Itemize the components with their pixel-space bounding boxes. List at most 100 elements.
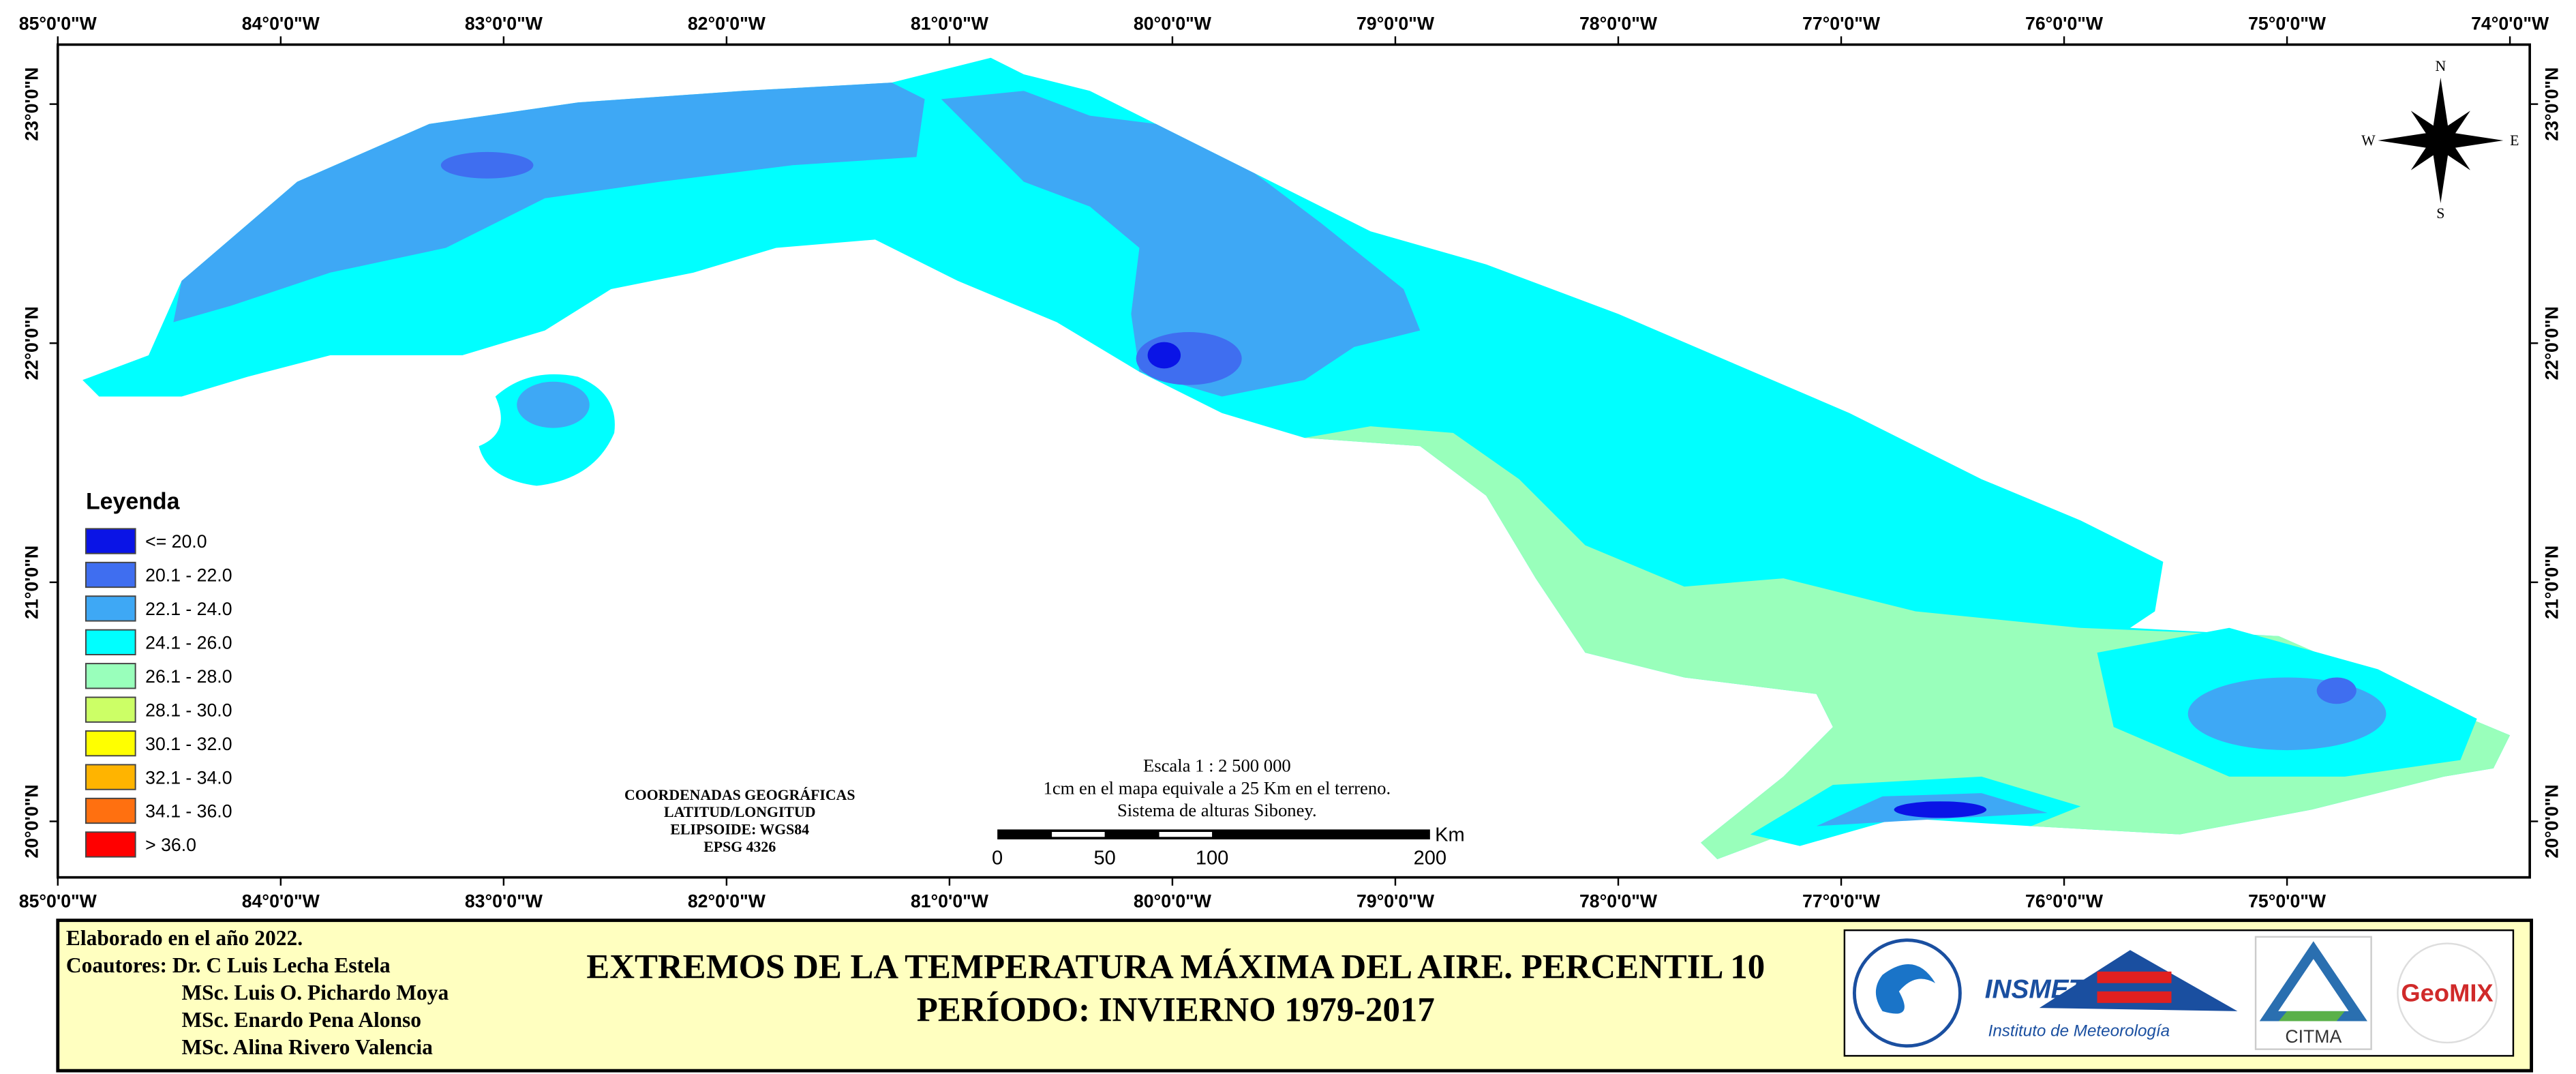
latitude-label: 20°0'0"N	[22, 784, 42, 858]
logo-insmet: INSMET	[1985, 975, 2087, 1004]
legend-label: <= 20.0	[145, 531, 207, 552]
longitude-label: 82°0'0"W	[688, 14, 766, 34]
scale-text: 1cm en el mapa equivale a 25 Km en el te…	[1044, 777, 1391, 798]
compass-needle	[2378, 132, 2441, 149]
logo-isla-swirl	[1875, 964, 1936, 1014]
logo-geomix: GeoMIX	[2401, 979, 2493, 1006]
isla-blue	[517, 381, 590, 428]
scale-bar-segment	[1159, 832, 1213, 837]
longitude-label: 84°0'0"W	[242, 891, 320, 911]
scale-bar-label: 200	[1414, 847, 1446, 869]
compass-needle	[2440, 110, 2470, 140]
legend-label: 32.1 - 34.0	[145, 767, 232, 788]
land-blue-east	[2187, 677, 2386, 751]
legend-swatch	[85, 595, 136, 622]
legend-label: 34.1 - 36.0	[145, 801, 232, 822]
legend-swatch	[85, 764, 136, 790]
longitude-label: 78°0'0"W	[1579, 891, 1658, 911]
latitude-label: 21°0'0"N	[22, 546, 42, 619]
land-darkblue-west	[440, 151, 534, 179]
legend-swatch	[85, 629, 136, 655]
legend-label: 20.1 - 22.0	[145, 565, 232, 586]
legend-swatch	[85, 561, 136, 588]
credit-line: MSc. Enardo Pena Alonso	[181, 1008, 421, 1032]
logo-insmet-subtitle: Instituto de Meteorología	[1988, 1021, 2170, 1040]
land-deepblue-center	[1147, 342, 1181, 369]
land-blue-center	[941, 91, 1421, 397]
scale-bar-label: 100	[1196, 847, 1228, 869]
legend-label: 24.1 - 26.0	[145, 633, 232, 653]
longitude-label: 75°0'0"W	[2248, 891, 2327, 911]
longitude-label: 76°0'0"W	[2025, 14, 2104, 34]
longitude-label: 80°0'0"W	[1134, 891, 1212, 911]
logo-citma: CITMA	[2285, 1026, 2342, 1047]
compass-n: N	[2435, 58, 2446, 74]
latitude-label: 22°0'0"N	[2541, 306, 2562, 380]
legend-label: 26.1 - 28.0	[145, 666, 232, 687]
compass-s: S	[2436, 205, 2444, 222]
compass-needle	[2432, 140, 2449, 204]
logo-insmet-stripe	[2097, 991, 2172, 1003]
logo-isla	[1852, 938, 1962, 1048]
scale-text: Escala 1 : 2 500 000	[1143, 756, 1291, 776]
legend-swatch	[85, 797, 136, 824]
coordinate-text: EPSG 4326	[703, 839, 776, 855]
longitude-label: 77°0'0"W	[1802, 14, 1881, 34]
legend-swatch	[85, 696, 136, 723]
longitude-label: 79°0'0"W	[1357, 14, 1435, 34]
longitude-label: 81°0'0"W	[911, 891, 989, 911]
compass-e: E	[2510, 132, 2519, 149]
longitude-label: 75°0'0"W	[2248, 14, 2327, 34]
longitude-label: 83°0'0"W	[465, 891, 543, 911]
latitude-label: 21°0'0"N	[2541, 546, 2562, 619]
scale-bar-label: 0	[992, 847, 1003, 869]
longitude-label: 85°0'0"W	[19, 14, 97, 34]
scale-bar-label: 50	[1093, 847, 1115, 869]
longitude-label: 83°0'0"W	[465, 14, 543, 34]
credit-line: MSc. Luis O. Pichardo Moya	[181, 981, 449, 1004]
compass-needle	[2432, 77, 2449, 140]
longitude-label: 77°0'0"W	[1802, 891, 1881, 911]
compass-needle	[2440, 132, 2504, 149]
logos: INSMET Instituto de Meteorología CITMA G…	[1843, 929, 2515, 1057]
legend-label: 28.1 - 30.0	[145, 700, 232, 720]
footer: Elaborado en el año 2022. Coautores: Dr. …	[66, 926, 1765, 1059]
legend-label: 30.1 - 32.0	[145, 734, 232, 754]
legend-swatch	[85, 663, 136, 689]
longitude-label: 85°0'0"W	[19, 891, 97, 911]
land-darkblue-east	[2316, 677, 2357, 704]
coordinate-text: LATITUD/LONGITUD	[664, 804, 815, 820]
map-title: PERÍODO: INVIERNO 1979-2017	[917, 991, 1435, 1029]
cuba-map	[82, 57, 2511, 859]
scale-bar	[997, 829, 1430, 839]
logo-geomix-ring	[2397, 942, 2498, 1044]
latitude-label: 23°0'0"N	[22, 68, 42, 141]
latitude-label: 20°0'0"N	[2541, 784, 2562, 858]
legend-title: Leyenda	[86, 488, 181, 514]
credit-line: Elaborado en el año 2022.	[66, 926, 303, 950]
compass-w: W	[2361, 132, 2376, 149]
longitude-label: 76°0'0"W	[2025, 891, 2104, 911]
coordinate-labels: 85°0'0"W 84°0'0"W 83°0'0"W 82°0'0"W 81°0'0"W…	[19, 14, 2562, 912]
scale-bar-segment	[1052, 832, 1105, 837]
longitude-label: 80°0'0"W	[1134, 14, 1212, 34]
legend: <= 20.0 20.1 - 22.0 22.1 - 24.0 24.1 - 26.0…	[85, 528, 232, 858]
land-deepblue-sierra	[1894, 801, 1987, 818]
logo-citma-green	[2278, 1011, 2345, 1021]
longitude-label: 78°0'0"W	[1579, 14, 1658, 34]
longitude-label: 81°0'0"W	[911, 14, 989, 34]
longitude-label: 84°0'0"W	[242, 14, 320, 34]
map-title: EXTREMOS DE LA TEMPERATURA MÁXIMA DEL AI…	[586, 948, 1765, 986]
scale-text: Sistema de alturas Siboney.	[1117, 800, 1317, 820]
legend-swatch	[85, 528, 136, 554]
north-arrow: N S E W	[2361, 58, 2519, 222]
compass-needle	[2410, 110, 2441, 140]
legend-swatch	[85, 831, 136, 858]
latitude-label: 22°0'0"N	[22, 306, 42, 380]
credit-line: Coautores: Dr. C Luis Lecha Estela	[66, 953, 391, 977]
coordinate-text: ELIPSOIDE: WGS84	[670, 822, 809, 838]
legend-swatch	[85, 730, 136, 757]
